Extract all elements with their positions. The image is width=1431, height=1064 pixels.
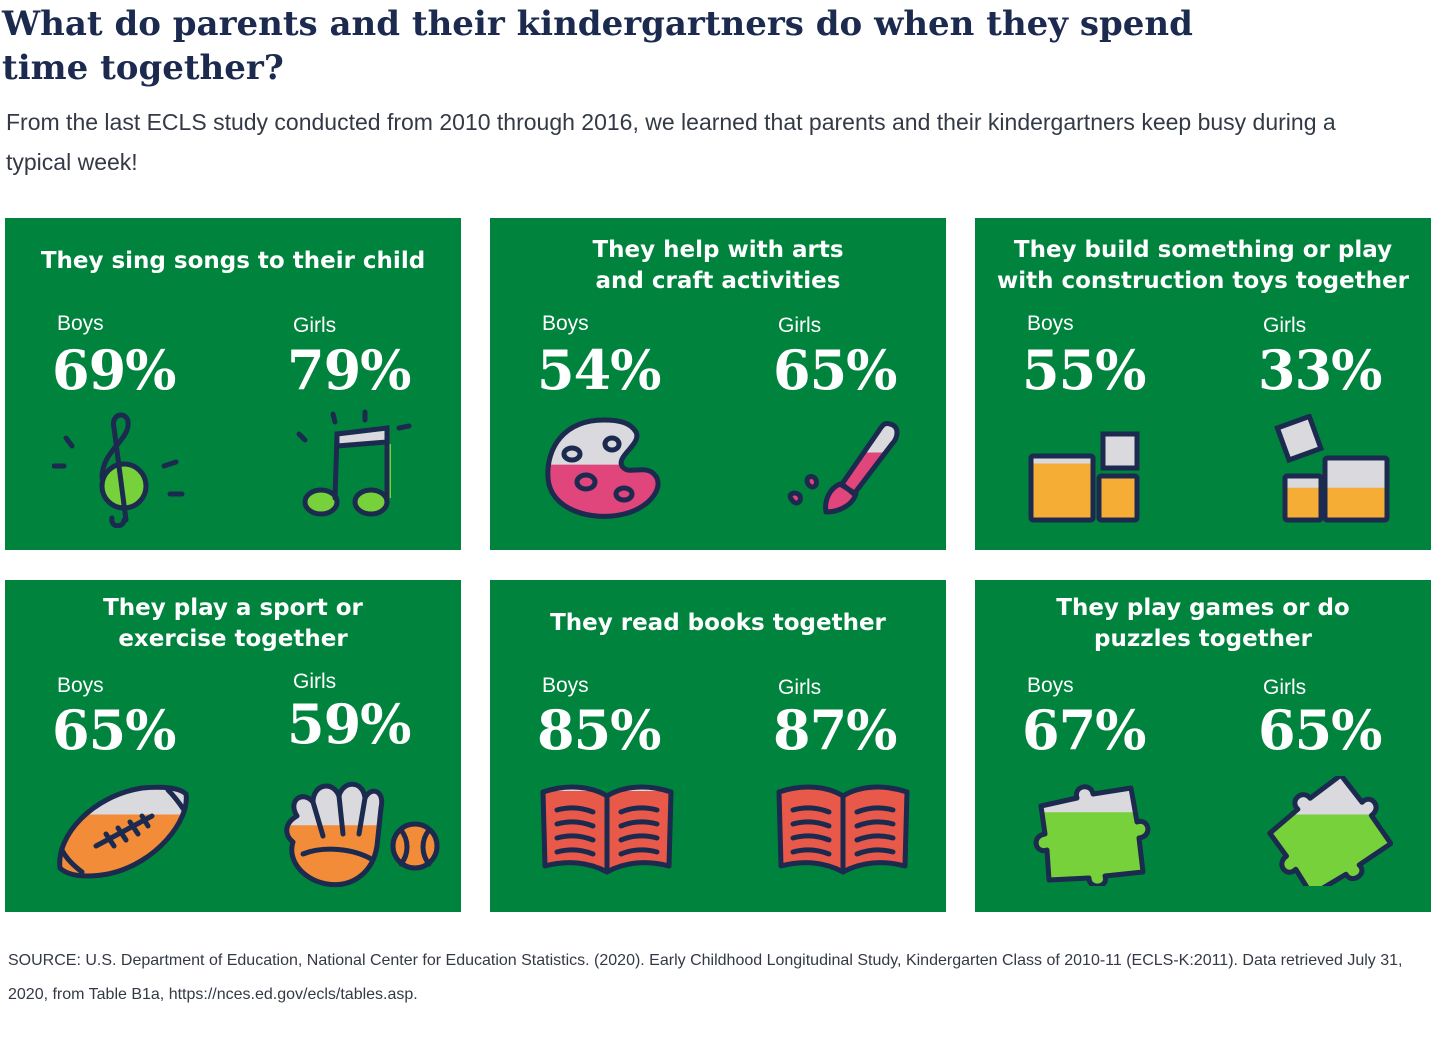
girls-percent: 65% [1258, 698, 1382, 762]
boys-label: Boys [542, 674, 589, 697]
activity-title: They play a sport or exercise together [103, 595, 363, 652]
activity-title: They help with arts and craft activities [592, 237, 844, 294]
treble-clef-icon [51, 408, 192, 533]
girls-label: Girls [1263, 314, 1307, 337]
boys-percent: 65% [52, 698, 176, 762]
football-icon [52, 776, 192, 891]
blocks-icon [1027, 414, 1157, 529]
girls-label: Girls [293, 670, 337, 693]
paint-palette-icon [542, 414, 672, 529]
baseball-glove-icon [273, 776, 443, 901]
activity-title: They play games or do puzzles together [1056, 595, 1350, 652]
boys-percent: 55% [1022, 338, 1146, 402]
music-note-icon [293, 408, 423, 533]
boys-percent: 54% [537, 338, 661, 402]
boys-label: Boys [1027, 312, 1074, 335]
boys-label: Boys [57, 312, 104, 335]
source-note: SOURCE: U.S. Department of Education, Na… [8, 952, 1403, 1003]
page-subtitle: From the last ECLS study conducted from … [6, 109, 1336, 175]
activity-title: They read books together [550, 610, 886, 636]
boys-percent: 85% [537, 698, 661, 762]
girls-label: Girls [293, 314, 337, 337]
open-book-icon [773, 776, 913, 881]
activity-panel: They play games or do puzzles together Bo… [975, 580, 1431, 912]
blocks-icon [1263, 413, 1393, 529]
puzzle-piece-icon [1027, 776, 1157, 891]
girls-label: Girls [1263, 676, 1307, 699]
boys-percent: 67% [1022, 698, 1146, 762]
open-book-icon [537, 776, 677, 881]
girls-percent: 79% [287, 338, 411, 402]
activity-panel: They play a sport or exercise together Bo… [5, 580, 461, 912]
activity-panel: They build something or play with constr… [975, 218, 1431, 550]
page-title: What do parents and their kindergartners… [2, 4, 1193, 88]
girls-label: Girls [778, 676, 822, 699]
activity-panel: They sing songs to their child Boys 69% Gi… [5, 218, 461, 550]
activity-title: They sing songs to their child [40, 248, 426, 274]
boys-label: Boys [1027, 674, 1074, 697]
girls-percent: 33% [1258, 338, 1382, 402]
girls-percent: 59% [287, 692, 411, 756]
girls-percent: 87% [773, 698, 897, 762]
activity-title: They build something or play with constr… [996, 237, 1410, 294]
girls-percent: 65% [773, 338, 897, 402]
boys-label: Boys [57, 674, 104, 697]
boys-label: Boys [542, 312, 589, 335]
activity-panel: They read books together Boys 85% Girls 87% [490, 580, 946, 912]
puzzle-piece-icon [1263, 772, 1394, 898]
paintbrush-icon [778, 414, 908, 529]
girls-label: Girls [778, 314, 822, 337]
boys-percent: 69% [52, 338, 176, 402]
activity-panel: They help with arts and craft activities… [490, 218, 946, 550]
